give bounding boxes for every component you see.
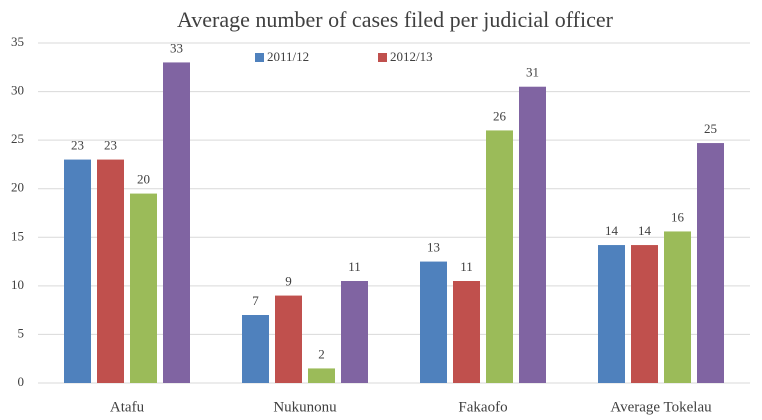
data-label: 33: [170, 40, 183, 55]
data-label: 7: [252, 293, 259, 308]
data-label: 25: [704, 121, 717, 136]
x-tick-label: Fakaofo: [458, 399, 507, 415]
bar: [486, 130, 513, 383]
legend-swatch: [255, 53, 264, 62]
y-tick-label: 5: [18, 325, 25, 340]
y-tick-label: 25: [11, 131, 24, 146]
data-label: 2: [318, 346, 325, 361]
data-label: 31: [526, 65, 539, 80]
bar: [697, 143, 724, 383]
data-label: 14: [638, 223, 652, 238]
bar: [631, 245, 658, 383]
bar: [664, 231, 691, 383]
bar: [519, 86, 546, 383]
bar: [598, 245, 625, 383]
legend-label: 2011/12: [267, 49, 309, 64]
bar: [308, 368, 335, 383]
y-tick-label: 0: [18, 374, 25, 389]
data-label: 23: [104, 138, 117, 153]
y-tick-label: 20: [11, 180, 24, 195]
data-label: 16: [671, 209, 685, 224]
bar: [453, 281, 480, 383]
bar: [341, 281, 368, 383]
x-tick-label: Atafu: [110, 399, 145, 415]
legend-swatch: [378, 53, 387, 62]
bar: [64, 159, 91, 383]
bar: [130, 193, 157, 383]
x-tick-label: Nukunonu: [273, 399, 337, 415]
y-tick-label: 30: [11, 83, 24, 98]
data-label: 11: [460, 259, 473, 274]
y-tick-label: 10: [11, 277, 24, 292]
bar: [97, 159, 124, 383]
data-label: 20: [137, 172, 150, 187]
legend-label: 2012/13: [390, 49, 433, 64]
bar: [242, 315, 269, 383]
data-label: 23: [71, 138, 84, 153]
chart-title: Average number of cases filed per judici…: [177, 7, 614, 32]
y-tick-label: 35: [11, 34, 24, 49]
y-tick-label: 15: [11, 228, 24, 243]
data-label: 26: [493, 108, 507, 123]
data-label: 14: [605, 223, 619, 238]
data-label: 13: [427, 240, 440, 255]
x-tick-label: Average Tokelau: [610, 399, 712, 415]
bar: [163, 62, 190, 384]
data-label: 11: [348, 259, 361, 274]
bar: [420, 261, 447, 383]
data-label: 9: [285, 274, 292, 289]
bar: [275, 295, 302, 383]
